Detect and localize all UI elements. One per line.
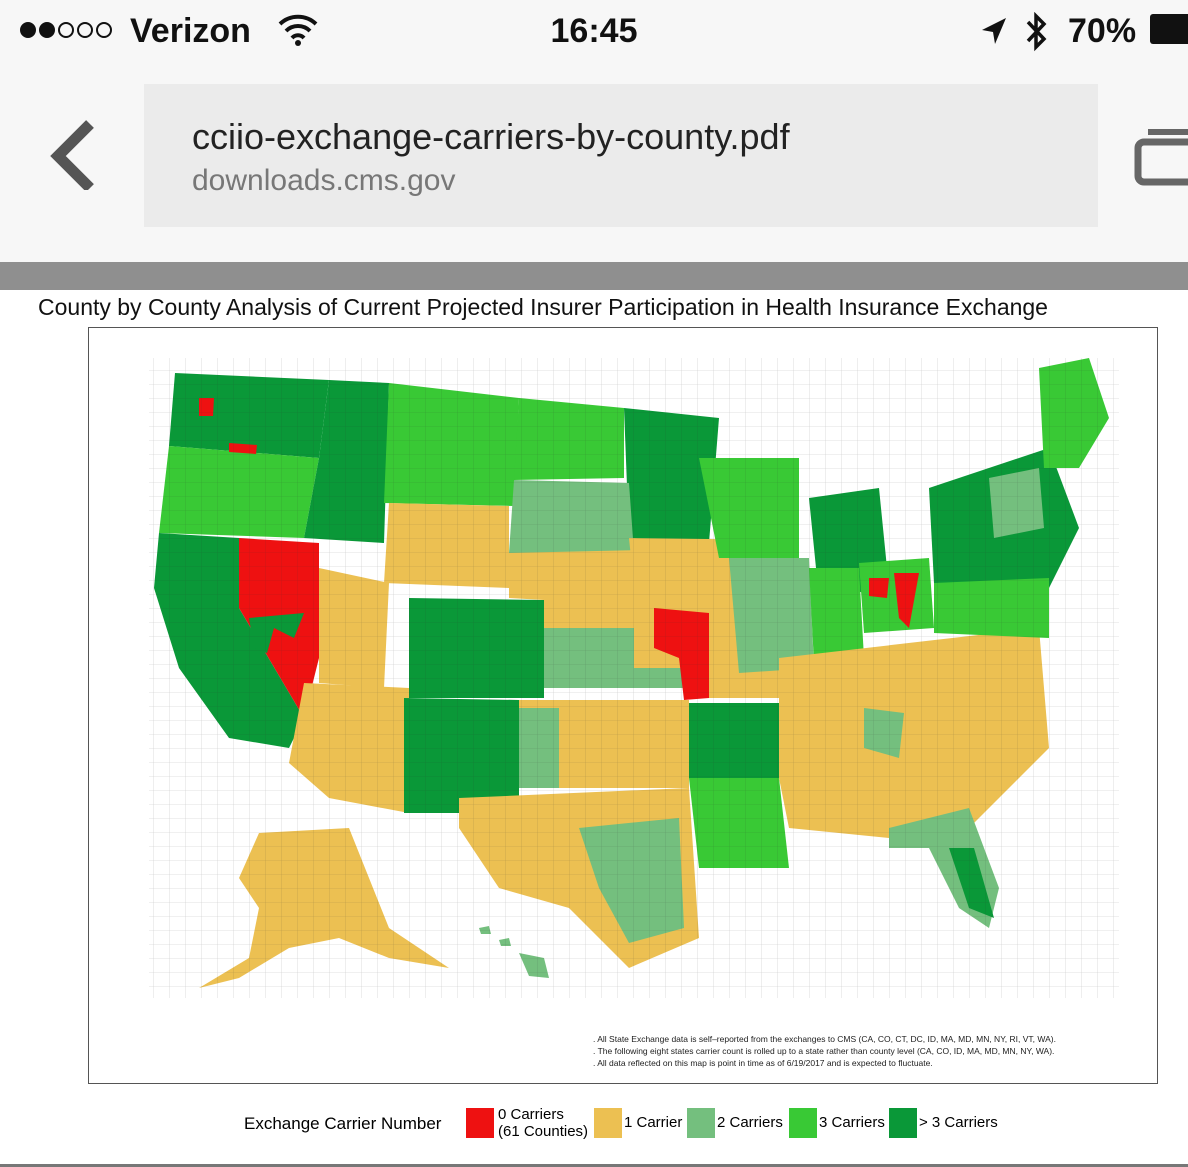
address-bar[interactable]: cciio-exchange-carriers-by-county.pdf do… — [144, 84, 1098, 227]
carrier-name: Verizon — [130, 12, 251, 50]
map-notes: . All State Exchange data is self–report… — [593, 1033, 1056, 1069]
battery-icon — [1150, 14, 1188, 44]
map-frame: . All State Exchange data is self–report… — [88, 327, 1158, 1084]
legend-swatch-3-carriers — [789, 1108, 817, 1138]
legend-label-0-carriers: 0 Carriers — [498, 1106, 564, 1123]
back-arrow-icon[interactable] — [46, 118, 100, 190]
toolbar-divider — [0, 262, 1188, 290]
page-url-title: cciio-exchange-carriers-by-county.pdf — [192, 116, 790, 157]
location-arrow-icon — [982, 18, 1006, 44]
page-bottom-border — [0, 1164, 1188, 1167]
map-note: . The following eight states carrier cou… — [593, 1046, 1055, 1056]
legend-title: Exchange Carrier Number — [244, 1114, 442, 1133]
county-grid-overlay — [149, 358, 1119, 998]
legend-swatch-gt3-carriers — [889, 1108, 917, 1138]
legend-label-2-carriers: 2 Carriers — [717, 1114, 783, 1131]
legend-label-gt3-carriers: > 3 Carriers — [919, 1114, 998, 1131]
legend-swatch-0-carriers — [466, 1108, 494, 1138]
document-title: County by County Analysis of Current Pro… — [38, 294, 1048, 320]
tabs-icon[interactable] — [1134, 128, 1188, 186]
signal-strength-icon — [20, 22, 112, 38]
status-time: 16:45 — [550, 12, 638, 50]
page-url-host: downloads.cms.gov — [192, 164, 456, 197]
legend-sublabel-0-carriers: (61 Counties) — [498, 1123, 589, 1140]
battery-percent: 70% — [1068, 12, 1137, 50]
legend-swatch-1-carrier — [594, 1108, 622, 1138]
map-note: . All State Exchange data is self–report… — [593, 1034, 1056, 1044]
wifi-icon — [278, 14, 318, 46]
legend-label-1-carrier: 1 Carrier — [624, 1114, 683, 1131]
legend-swatch-2-carriers — [687, 1108, 715, 1138]
map-note: . All data reflected on this map is poin… — [593, 1058, 933, 1068]
us-county-carrier-map — [149, 358, 1119, 998]
status-bar: Verizon 16:45 70% — [0, 0, 1188, 62]
legend-label-3-carriers: 3 Carriers — [819, 1114, 885, 1131]
bluetooth-icon — [1026, 12, 1047, 52]
